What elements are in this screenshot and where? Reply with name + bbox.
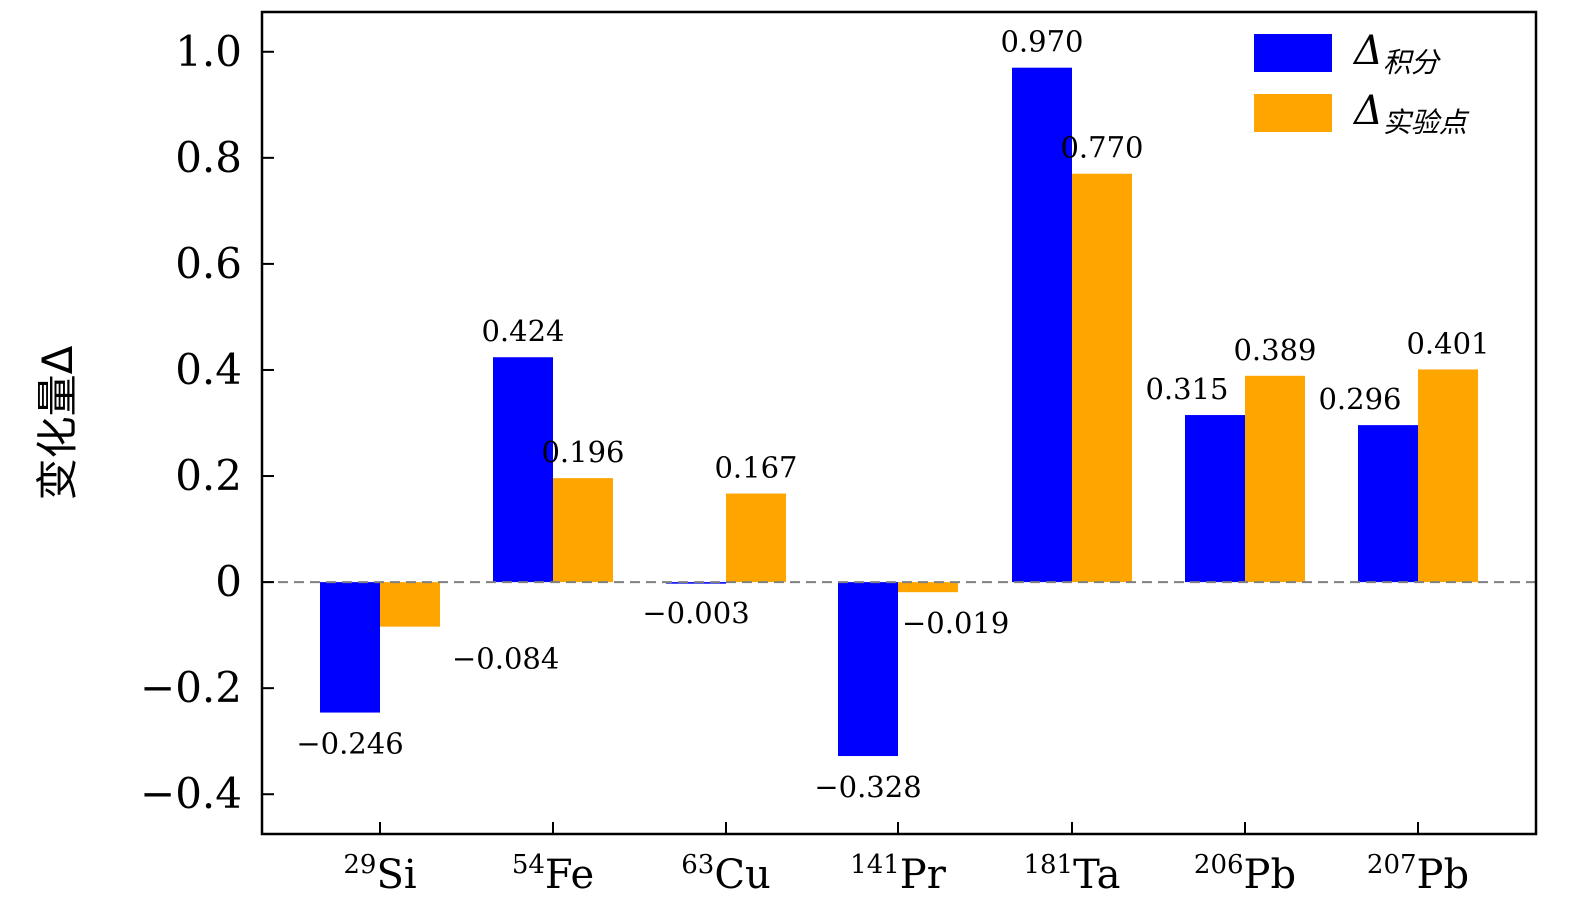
bars-layer [320, 67, 1478, 757]
mass-number: 141 [850, 850, 900, 880]
y-tick-label: 0.8 [175, 133, 242, 182]
x-tick-label-29Si: 29Si [343, 850, 416, 898]
y-tick-label: 1.0 [175, 27, 242, 76]
value-label-integral-181Ta: 0.970 [1000, 25, 1083, 59]
bar-experimental-181Ta [1072, 173, 1132, 583]
element-symbol: Fe [545, 852, 594, 898]
legend-subscript: 实验点 [1383, 106, 1470, 139]
bar-experimental-63Cu [726, 493, 786, 583]
element-symbol: Pr [900, 852, 947, 898]
x-tick-label-63Cu: 63Cu [681, 850, 770, 898]
bar-integral-181Ta [1012, 67, 1072, 583]
element-symbol: Pb [1417, 852, 1470, 898]
legend-label-integral: Δ积分 [1352, 28, 1442, 79]
value-label-integral-141Pr: −0.328 [814, 770, 921, 804]
value-label-experimental-63Cu: 0.167 [714, 451, 797, 485]
y-tick-label: −0.2 [140, 663, 242, 712]
mass-number: 206 [1194, 850, 1244, 880]
element-symbol: Cu [714, 852, 770, 898]
value-labels-layer: −0.246 0.424 −0.003 −0.328 0.970 0.315 0.296 −0… [296, 25, 1489, 804]
legend-subscript: 积分 [1383, 46, 1442, 79]
value-label-experimental-29Si: −0.084 [452, 642, 559, 676]
legend-symbol: Δ [1352, 88, 1383, 134]
bar-experimental-29Si [380, 582, 440, 627]
x-tick-label-141Pr: 141Pr [850, 850, 947, 898]
bar-experimental-54Fe [553, 478, 613, 583]
bar-integral-29Si [320, 582, 380, 713]
mass-number: 63 [681, 850, 714, 880]
value-label-integral-63Cu: −0.003 [642, 596, 749, 630]
value-label-experimental-207Pb: 0.401 [1406, 326, 1489, 360]
bar-integral-54Fe [493, 357, 553, 583]
bar-experimental-207Pb [1418, 369, 1478, 583]
legend-swatch-experimental [1254, 94, 1332, 132]
legend-symbol: Δ [1352, 28, 1383, 74]
bar-integral-141Pr [838, 582, 898, 757]
mass-number: 207 [1367, 850, 1417, 880]
x-tick-label-181Ta: 181Ta [1023, 850, 1120, 898]
x-tick-label-54Fe: 54Fe [512, 850, 594, 898]
element-symbol: Si [376, 852, 416, 898]
y-tick-label: −0.4 [140, 769, 242, 818]
x-axis: 29Si 54Fe 63Cu 141Pr 181Ta 206Pb 207Pb [343, 822, 1469, 898]
value-label-experimental-141Pr: −0.019 [902, 606, 1009, 640]
bar-experimental-206Pb [1245, 375, 1305, 583]
value-label-experimental-206Pb: 0.389 [1233, 333, 1316, 367]
value-label-integral-206Pb: 0.315 [1145, 372, 1228, 406]
y-tick-label: 0.4 [175, 345, 242, 394]
y-tick-label: 0.2 [175, 451, 242, 500]
plot-frame [260, 10, 1538, 836]
y-tick-label: 0.6 [175, 239, 242, 288]
bar-integral-207Pb [1358, 425, 1418, 583]
legend-label-experimental: Δ实验点 [1352, 88, 1470, 139]
mass-number: 54 [512, 850, 545, 880]
value-label-experimental-54Fe: 0.196 [541, 435, 624, 469]
value-label-experimental-181Ta: 0.770 [1060, 131, 1143, 165]
value-label-integral-207Pb: 0.296 [1318, 382, 1401, 416]
x-tick-label-206Pb: 206Pb [1194, 850, 1296, 898]
bar-experimental-141Pr [898, 582, 958, 593]
mass-number: 181 [1023, 850, 1073, 880]
y-tick-label: 0 [215, 557, 242, 606]
element-symbol: Ta [1073, 852, 1120, 898]
x-tick-label-207Pb: 207Pb [1367, 850, 1469, 898]
bar-integral-206Pb [1185, 415, 1245, 583]
legend-swatch-integral [1254, 34, 1332, 72]
element-symbol: Pb [1244, 852, 1297, 898]
value-label-integral-54Fe: 0.424 [481, 314, 564, 348]
y-axis-label: 变化量Δ [33, 345, 82, 500]
value-label-integral-29Si: −0.246 [296, 727, 403, 761]
y-axis: −0.4 −0.2 0 0.2 0.4 0.6 0.8 1.0 [140, 27, 274, 818]
mass-number: 29 [343, 850, 376, 880]
